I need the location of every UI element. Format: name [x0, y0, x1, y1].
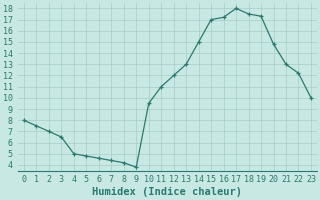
X-axis label: Humidex (Indice chaleur): Humidex (Indice chaleur)	[92, 187, 243, 197]
